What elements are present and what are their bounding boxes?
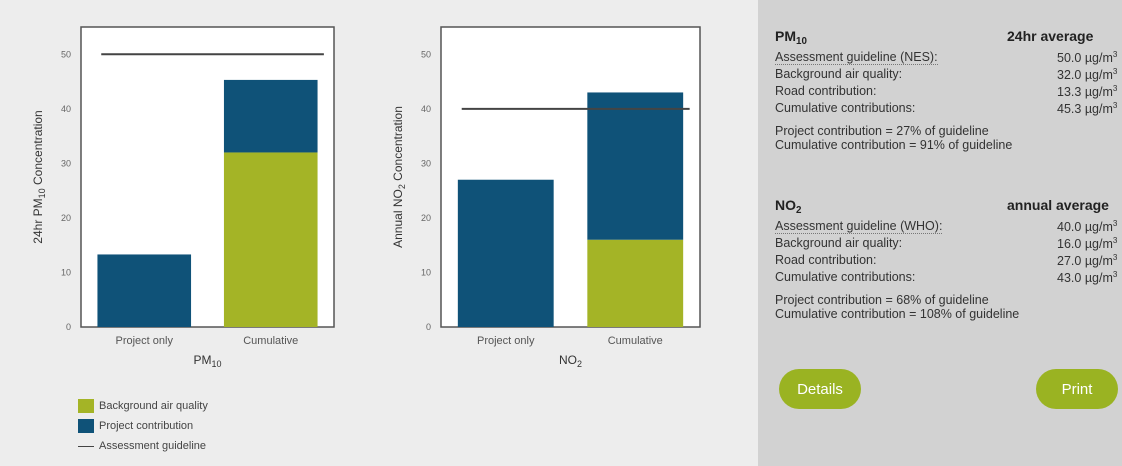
legend-item-background: Background air quality	[78, 396, 208, 416]
pm10-title: PM10	[775, 28, 807, 47]
row-label: Road contribution:	[775, 253, 877, 267]
results-panel: PM10 24hr average Assessment guideline (…	[758, 0, 1122, 466]
no2-section: NO2 annual average Assessment guideline …	[775, 197, 1122, 321]
details-button[interactable]: Details	[779, 369, 861, 409]
no2-y-tick-label: 0	[426, 322, 431, 332]
no2-bar-background	[587, 239, 684, 327]
pm10-row-background: Background air quality: 32.0 µg/m3	[775, 67, 1122, 84]
no2-y-tick-label: 20	[421, 213, 431, 223]
pm10-period: 24hr average	[1007, 28, 1094, 44]
legend-item-project: Project contribution	[78, 416, 208, 436]
legend-label-project: Project contribution	[99, 420, 194, 432]
no2-cumulative-note: Cumulative contribution = 108% of guidel…	[775, 307, 1020, 321]
row-value: 45.3 µg/m3	[1057, 101, 1118, 116]
no2-y-axis-label: Annual NO2 Concentration	[391, 106, 407, 248]
pm10-y-tick-label: 10	[61, 267, 71, 277]
row-label: Road contribution:	[775, 84, 877, 98]
no2-period: annual average	[1007, 197, 1109, 213]
pm10-x-tick-label: Project only	[116, 335, 174, 347]
pm10-row-guideline: Assessment guideline (NES): 50.0 µg/m3	[775, 50, 1122, 67]
no2-x-axis-label: NO2	[559, 353, 582, 369]
pm10-chart: 0 10 20 30 40 50 Project only Cumulative PM10 24h…	[31, 26, 335, 369]
no2-notes: Project contribution = 68% of guideline …	[775, 293, 1122, 321]
no2-y-tick-label: 50	[421, 49, 431, 59]
pm10-bar-project	[223, 79, 318, 153]
no2-y-tick-label: 30	[421, 158, 431, 168]
pm10-section: PM10 24hr average Assessment guideline (…	[775, 28, 1122, 152]
charts-area: 0 10 20 30 40 50 Project only Cumulative PM10 24h…	[31, 26, 701, 456]
no2-y-tick-label: 10	[421, 267, 431, 277]
pm10-x-axis-label: PM10	[193, 353, 221, 369]
pm10-bar-background	[223, 152, 318, 327]
legend-label-background: Background air quality	[99, 400, 208, 412]
pm10-y-tick-label: 40	[61, 104, 71, 114]
legend-label-guideline: Assessment guideline	[99, 440, 207, 452]
no2-bar-project	[587, 92, 684, 240]
chart-legend: Background air quality Project contribut…	[78, 396, 208, 456]
pm10-y-tick-label: 50	[61, 49, 71, 59]
guideline-swatch	[78, 445, 94, 447]
no2-row-background: Background air quality: 16.0 µg/m3	[775, 236, 1122, 253]
no2-y-tick-label: 40	[421, 104, 431, 114]
no2-x-tick-label: Project only	[477, 335, 535, 347]
pm10-y-axis-label: 24hr PM10 Concentration	[31, 110, 47, 243]
row-label: Assessment guideline (NES):	[775, 50, 938, 65]
print-button[interactable]: Print	[1036, 369, 1118, 409]
row-value: 27.0 µg/m3	[1057, 253, 1118, 268]
pm10-bar-project	[97, 254, 192, 327]
row-value: 16.0 µg/m3	[1057, 236, 1118, 251]
pm10-notes: Project contribution = 27% of guideline …	[775, 124, 1122, 152]
row-value: 13.3 µg/m3	[1057, 84, 1118, 99]
no2-header: NO2 annual average	[775, 197, 1122, 219]
pm10-y-tick-label: 20	[61, 213, 71, 223]
pm10-row-road: Road contribution: 13.3 µg/m3	[775, 84, 1122, 101]
no2-row-cumulative: Cumulative contributions: 43.0 µg/m3	[775, 270, 1122, 287]
project-swatch	[78, 419, 94, 433]
no2-row-guideline: Assessment guideline (WHO): 40.0 µg/m3	[775, 219, 1122, 236]
row-value: 40.0 µg/m3	[1057, 219, 1118, 234]
no2-bar-project	[457, 179, 554, 327]
row-label: Cumulative contributions:	[775, 270, 916, 284]
no2-title: NO2	[775, 197, 802, 216]
pm10-row-cumulative: Cumulative contributions: 45.3 µg/m3	[775, 101, 1122, 118]
row-label: Background air quality:	[775, 236, 903, 250]
pm10-cumulative-note: Cumulative contribution = 91% of guideli…	[775, 138, 1013, 152]
row-value: 43.0 µg/m3	[1057, 270, 1118, 285]
row-label: Assessment guideline (WHO):	[775, 219, 943, 234]
pm10-header: PM10 24hr average	[775, 28, 1122, 50]
no2-x-tick-label: Cumulative	[608, 335, 663, 347]
row-label: Cumulative contributions:	[775, 101, 916, 115]
no2-project-note: Project contribution = 68% of guideline	[775, 293, 989, 307]
pm10-x-tick-label: Cumulative	[243, 335, 298, 347]
row-value: 50.0 µg/m3	[1057, 50, 1118, 65]
pm10-y-tick-label: 0	[66, 322, 71, 332]
no2-chart: 0 10 20 30 40 50 Project only Cumulative NO2 Annu…	[391, 26, 701, 369]
legend-item-guideline: Assessment guideline	[78, 436, 208, 456]
background-swatch	[78, 399, 94, 413]
pm10-y-tick-label: 30	[61, 158, 71, 168]
no2-row-road: Road contribution: 27.0 µg/m3	[775, 253, 1122, 270]
row-value: 32.0 µg/m3	[1057, 67, 1118, 82]
row-label: Background air quality:	[775, 67, 903, 81]
pm10-project-note: Project contribution = 27% of guideline	[775, 124, 989, 138]
